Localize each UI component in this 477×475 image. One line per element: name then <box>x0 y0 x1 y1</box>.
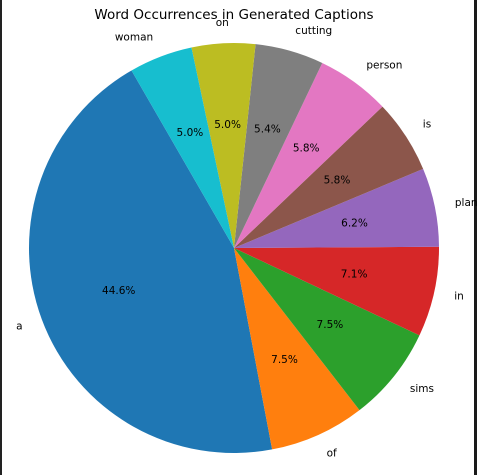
pie-slice-sims <box>234 248 420 411</box>
percent-label-is: 5.8% <box>324 175 351 187</box>
pie-slice-a <box>28 70 273 453</box>
percent-label-sims: 7.5% <box>317 319 344 331</box>
category-label-a: a <box>16 321 22 333</box>
pie-slice-of <box>234 248 360 450</box>
percent-label-in: 7.1% <box>341 269 368 281</box>
percent-label-plank: 6.2% <box>341 217 368 229</box>
category-label-sims: sims <box>410 383 434 395</box>
frame-edge-right <box>474 0 477 475</box>
percent-label-of: 7.5% <box>271 354 298 366</box>
percent-label-woman: 5.0% <box>177 127 204 139</box>
percent-label-on: 5.0% <box>214 119 241 131</box>
category-label-on: on <box>216 17 229 29</box>
percent-label-person: 5.8% <box>293 142 320 154</box>
pie-slice-cutting <box>234 44 323 248</box>
frame-edge-left <box>0 0 2 475</box>
pie-slice-in <box>234 246 440 336</box>
pie-slice-woman <box>131 47 234 248</box>
percent-label-a: 44.6% <box>102 285 135 297</box>
category-label-woman: woman <box>115 32 153 44</box>
percent-label-cutting: 5.4% <box>254 124 281 136</box>
percent-labels: 44.6% 7.5% 7.5% 7.1% 6.2% 5.8% 5.8% 5.4% 5.0% 5.0… <box>102 119 368 366</box>
category-label-is: is <box>423 119 431 131</box>
category-label-cutting: cutting <box>295 25 332 37</box>
chart-title: Word Occurrences in Generated Captions <box>94 7 373 23</box>
category-labels: a of sims in plank is person cutting on woman <box>16 17 477 460</box>
pie-slice-plank <box>234 168 439 248</box>
pie-slice-person <box>234 62 383 249</box>
category-label-in: in <box>454 291 464 303</box>
category-label-plank: plank <box>455 197 477 209</box>
category-label-person: person <box>366 59 402 71</box>
pie-slices <box>28 43 440 453</box>
pie-slice-on <box>191 43 256 249</box>
pie-slice-is <box>234 106 424 249</box>
category-label-of: of <box>327 448 337 460</box>
